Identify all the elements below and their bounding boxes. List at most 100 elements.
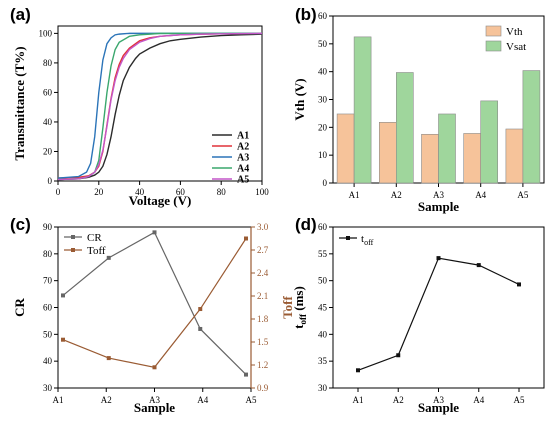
c-ytick-label-0: 30 bbox=[43, 383, 53, 393]
b-ytick-label-6: 60 bbox=[318, 11, 328, 21]
a-ytick-label-4: 80 bbox=[43, 58, 53, 68]
c-ytick-right-label-0: 0.9 bbox=[257, 383, 269, 393]
d-point-A4 bbox=[476, 263, 481, 268]
c-point-Toff-A1 bbox=[61, 337, 65, 342]
a-ytick-label-0: 0 bbox=[48, 176, 53, 186]
b-panel-label: (b) bbox=[295, 5, 317, 24]
d-xtick-label-2: A3 bbox=[433, 395, 444, 405]
b-bar-Vth-A3 bbox=[421, 133, 439, 184]
d-legend-marker bbox=[346, 236, 350, 240]
a-legend-label-A4: A4 bbox=[237, 164, 249, 175]
d-ylabel: toff (ms) bbox=[291, 286, 308, 329]
d-xlabel: Sample bbox=[418, 400, 459, 415]
b-xtick-label-4: A5 bbox=[517, 190, 528, 200]
b-ytick-label-2: 20 bbox=[318, 122, 328, 132]
a-xtick-label-1: 20 bbox=[94, 187, 104, 197]
d-point-A3 bbox=[436, 256, 441, 261]
d-ytick-label-2: 40 bbox=[318, 329, 328, 339]
a-ytick-label-1: 20 bbox=[43, 146, 53, 156]
c-point-CR-A5 bbox=[244, 372, 248, 377]
b-ylabel: Vth (V) bbox=[292, 78, 307, 120]
d-ytick-label-0: 30 bbox=[318, 383, 328, 393]
b-bar-Vth-A2 bbox=[378, 122, 397, 184]
b-xtick-label-1: A2 bbox=[391, 190, 402, 200]
d-series-toff bbox=[357, 257, 520, 371]
d-ylabel-unit: (ms) bbox=[291, 286, 306, 314]
d-ytick-label-6: 60 bbox=[318, 222, 328, 232]
b-legend-label-Vth: Vth bbox=[506, 26, 523, 38]
c-legend-label-CR: CR bbox=[87, 232, 102, 244]
b-xtick-label-2: A3 bbox=[433, 190, 444, 200]
a-xtick-label-5: 100 bbox=[255, 187, 269, 197]
b-ytick-label-0: 0 bbox=[323, 178, 328, 188]
c-xtick-label-0: A1 bbox=[53, 395, 64, 405]
a-ytick-label-3: 60 bbox=[43, 87, 53, 97]
c-ylabel-right: Toff bbox=[280, 296, 295, 319]
d-point-A1 bbox=[356, 368, 360, 373]
a-legend-label-A5: A5 bbox=[237, 175, 249, 186]
d-panel-label: (d) bbox=[295, 215, 317, 234]
d-legend-label-main: t bbox=[361, 233, 364, 245]
b-bar-Vsat-A2 bbox=[395, 72, 414, 184]
d-point-A2 bbox=[396, 353, 401, 358]
d-ytick-label-3: 45 bbox=[318, 303, 328, 313]
d-xtick-label-0: A1 bbox=[353, 395, 364, 405]
c-point-Toff-A5 bbox=[244, 236, 248, 241]
b-xtick-label-0: A1 bbox=[349, 190, 360, 200]
d-ylabel-sub: off bbox=[298, 313, 308, 324]
a-legend-label-A1: A1 bbox=[237, 131, 249, 142]
b-xlabel: Sample bbox=[418, 199, 459, 214]
c-point-Toff-A4 bbox=[198, 307, 203, 312]
c-legend-label-Toff: Toff bbox=[87, 245, 106, 257]
c-point-CR-A1 bbox=[61, 293, 65, 298]
b-bar-Vth-A4 bbox=[463, 133, 482, 184]
c-ytick-right-label-5: 2.4 bbox=[257, 268, 269, 278]
c-xtick-label-2: A3 bbox=[149, 395, 160, 405]
c-ytick-label-6: 90 bbox=[43, 222, 53, 232]
b-ytick-label-5: 50 bbox=[318, 39, 328, 49]
c-legend-marker-CR bbox=[71, 235, 75, 239]
d-xtick-label-3: A4 bbox=[473, 395, 484, 405]
c-ytick-label-1: 40 bbox=[43, 356, 53, 366]
a-ytick-label-2: 40 bbox=[43, 117, 53, 127]
c-point-Toff-A2 bbox=[106, 356, 111, 361]
a-ytick-label-5: 100 bbox=[39, 28, 53, 38]
c-ytick-right-label-4: 2.1 bbox=[257, 291, 268, 301]
c-ytick-right-label-3: 1.8 bbox=[257, 314, 269, 324]
b-legend-swatch-Vth bbox=[485, 25, 502, 37]
c-xtick-label-3: A4 bbox=[197, 395, 208, 405]
b-bar-Vsat-A4 bbox=[480, 100, 499, 184]
b-ytick-label-1: 10 bbox=[318, 150, 328, 160]
c-ytick-label-2: 50 bbox=[43, 329, 53, 339]
b-bar-Vsat-A3 bbox=[438, 113, 456, 184]
a-xlabel: Voltage (V) bbox=[129, 193, 192, 208]
c-ytick-label-5: 80 bbox=[43, 249, 53, 259]
c-ytick-right-label-6: 2.7 bbox=[257, 245, 269, 255]
a-xtick-label-2: 40 bbox=[135, 187, 145, 197]
c-point-CR-A2 bbox=[106, 255, 111, 260]
b-xtick-label-3: A4 bbox=[475, 190, 486, 200]
b-bar-Vsat-A5 bbox=[522, 70, 541, 184]
b-bar-Vth-A5 bbox=[505, 128, 524, 184]
d-frame bbox=[332, 226, 545, 389]
d-ytick-label-5: 55 bbox=[318, 249, 328, 259]
b-ytick-label-3: 30 bbox=[318, 95, 328, 105]
c-xtick-label-4: A5 bbox=[246, 395, 257, 405]
c-ytick-right-label-7: 3.0 bbox=[257, 222, 269, 232]
d-legend-label: toff bbox=[361, 233, 374, 247]
d-xtick-label-1: A2 bbox=[393, 395, 404, 405]
d-ytick-label-1: 35 bbox=[318, 356, 328, 366]
c-ytick-right-label-2: 1.5 bbox=[257, 337, 269, 347]
a-xtick-label-3: 60 bbox=[176, 187, 186, 197]
d-point-A5 bbox=[517, 282, 521, 287]
a-series-A1 bbox=[57, 33, 263, 181]
b-legend-swatch-Vsat bbox=[485, 40, 502, 52]
a-xtick-label-0: 0 bbox=[56, 187, 61, 197]
c-point-Toff-A3 bbox=[152, 365, 157, 370]
b-ytick-label-4: 40 bbox=[318, 67, 328, 77]
c-ytick-label-3: 60 bbox=[43, 303, 53, 313]
a-frame bbox=[57, 25, 263, 182]
c-ytick-right-label-1: 1.2 bbox=[257, 360, 268, 370]
c-panel-label: (c) bbox=[10, 215, 31, 234]
